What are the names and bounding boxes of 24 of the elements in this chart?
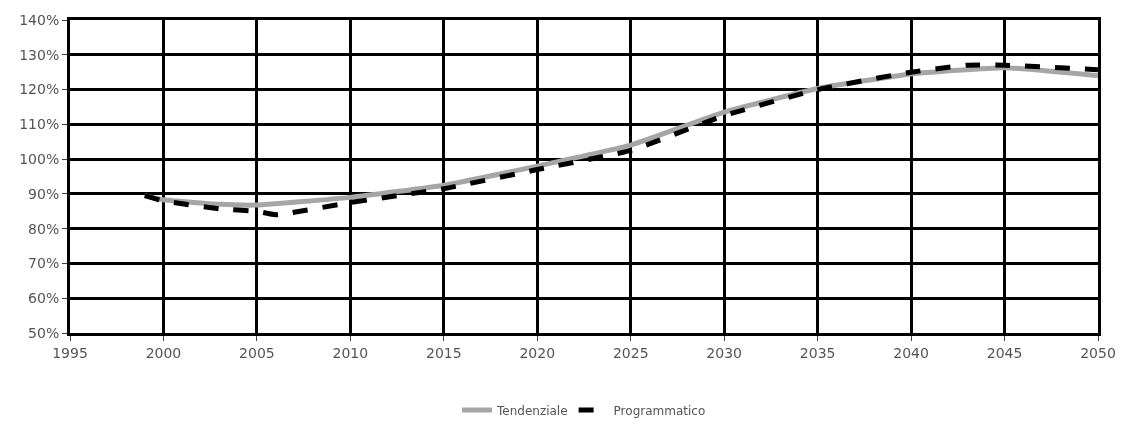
y-tick-label: 50% [28, 324, 60, 341]
y-tick-label: 140% [19, 11, 60, 28]
legend-label: Programmatico [613, 403, 706, 418]
x-tick-label: 2000 [145, 344, 182, 361]
x-tick-label: 2050 [1080, 344, 1116, 361]
y-tick-label: 130% [19, 46, 60, 63]
x-tick-label: 2020 [519, 344, 556, 361]
y-tick-label: 90% [28, 185, 60, 202]
x-tick-label: 2010 [332, 344, 369, 361]
x-tick-label: 2035 [799, 344, 836, 361]
y-tick-label: 100% [19, 151, 60, 168]
x-tick-label: 2045 [986, 344, 1023, 361]
y-tick-label: 80% [28, 220, 60, 237]
y-tick-label: 120% [19, 81, 60, 98]
x-tick-label: 2040 [893, 344, 929, 361]
x-tick-label: 1995 [52, 344, 88, 361]
y-tick-label: 70% [28, 255, 60, 272]
x-tick-label: 2025 [612, 344, 649, 361]
y-tick-label: 60% [28, 290, 60, 307]
y-tick-label: 110% [19, 116, 60, 133]
x-tick-label: 2015 [426, 344, 462, 361]
legend-label: Tendenziale [496, 403, 568, 418]
x-tick-label: 2030 [706, 344, 742, 361]
x-tick-label: 2005 [239, 344, 275, 361]
